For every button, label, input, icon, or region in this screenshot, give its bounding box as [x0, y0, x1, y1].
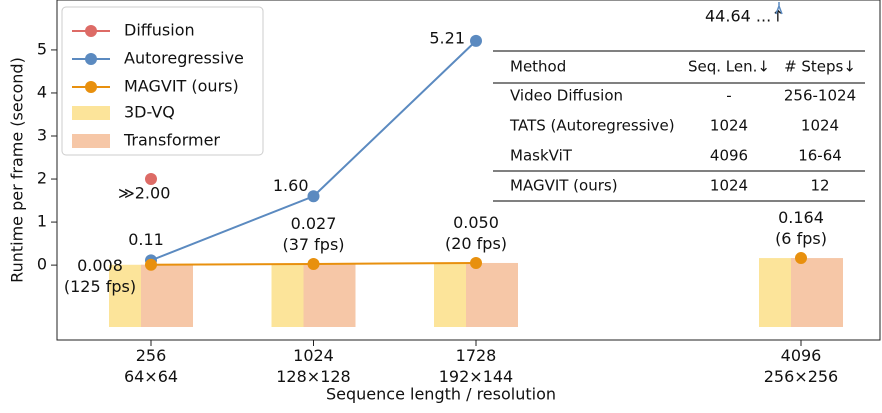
value-label: 5.21 — [429, 28, 465, 47]
table-cell: MaskViT — [510, 147, 573, 165]
value-label: 0.050 (20 fps) — [445, 212, 507, 252]
table-cell: 4096 — [710, 147, 748, 165]
y-tick-label: 0 — [37, 255, 47, 274]
arrow-glyph — [775, 2, 783, 15]
y-tick-label: 2 — [37, 169, 47, 188]
value-label: 1.60 — [273, 176, 309, 195]
table-cell: 16-64 — [798, 147, 842, 165]
table-cell: MAGVIT (ours) — [510, 177, 618, 195]
y-tick-label: 1 — [37, 212, 47, 231]
legend-label: Autoregressive — [124, 49, 244, 68]
x-axis-label: Sequence length / resolution — [326, 385, 556, 404]
plot-frame — [56, 0, 881, 341]
table-cell: 12 — [810, 177, 829, 195]
table-cell: Video Diffusion — [510, 87, 623, 105]
value-label: 0.008 (125 fps) — [64, 255, 136, 295]
legend-swatch — [72, 134, 110, 148]
y-tick-label: 3 — [37, 126, 47, 145]
table-cell: 1024 — [801, 117, 839, 135]
table-header: Seq. Len.↓ — [688, 58, 770, 76]
bar — [141, 264, 193, 327]
y-axis-label: Runtime per frame (second) — [8, 57, 27, 283]
point — [470, 34, 482, 47]
bar — [466, 262, 518, 327]
y-tick-label: 5 — [37, 39, 47, 58]
legend-label: Diffusion — [124, 21, 195, 40]
point — [795, 252, 807, 265]
x-tick-label: 1024 128×128 — [276, 346, 350, 386]
annotation: 44.64 ...↑ — [705, 7, 785, 26]
table-cell: 1024 — [710, 117, 748, 135]
legend-frame — [61, 6, 264, 156]
table-cell: 256-1024 — [784, 87, 856, 105]
x-tick-label: 256 64×64 — [124, 346, 178, 386]
bar — [791, 258, 843, 327]
x-tick-label: 4096 256×256 — [764, 346, 838, 386]
legend-marker — [85, 81, 97, 93]
table-header: # Steps↓ — [784, 58, 856, 76]
x-tick-label: 1728 192×144 — [439, 346, 513, 386]
value-label: 0.164 (6 fps) — [775, 208, 827, 248]
table-cell: 1024 — [710, 177, 748, 195]
legend-marker — [85, 25, 97, 37]
bar — [303, 263, 356, 327]
legend-label: 3D-VQ — [124, 103, 175, 122]
table-cell: TATS (Autoregressive) — [509, 117, 675, 135]
point — [470, 256, 482, 269]
value-label: ≫2.00 — [118, 184, 170, 203]
point — [145, 258, 157, 271]
legend-label: Transformer — [123, 131, 220, 150]
table-header: Method — [510, 58, 566, 76]
point — [307, 257, 320, 270]
legend-swatch — [72, 106, 110, 120]
legend-marker — [85, 53, 97, 65]
value-label: 0.11 — [128, 230, 164, 249]
legend-label: MAGVIT (ours) — [124, 77, 239, 96]
point — [307, 190, 320, 203]
point — [145, 173, 157, 186]
table-cell: - — [726, 87, 731, 105]
y-tick-label: 4 — [37, 82, 47, 101]
value-label: 0.027 (37 fps) — [282, 213, 344, 253]
